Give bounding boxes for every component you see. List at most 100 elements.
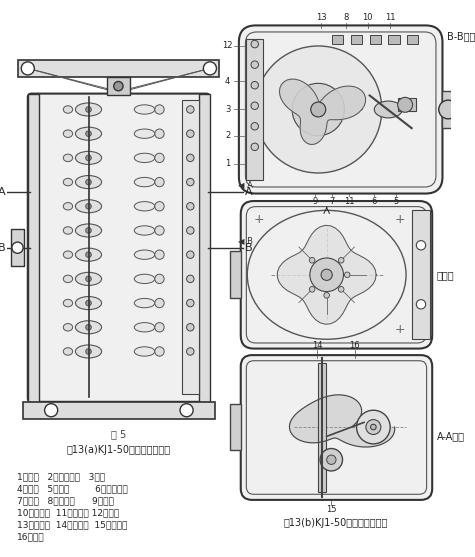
- FancyBboxPatch shape: [241, 201, 432, 349]
- Circle shape: [86, 349, 91, 354]
- Ellipse shape: [63, 203, 73, 210]
- Bar: [412, 211, 430, 339]
- Circle shape: [357, 410, 390, 444]
- Text: 12: 12: [222, 41, 233, 51]
- Circle shape: [187, 324, 194, 331]
- Circle shape: [12, 242, 23, 253]
- Circle shape: [251, 123, 258, 130]
- Circle shape: [324, 292, 330, 298]
- Text: A: A: [0, 187, 5, 197]
- Ellipse shape: [134, 226, 155, 235]
- Polygon shape: [277, 226, 376, 324]
- Text: ◀ B: ◀ B: [238, 236, 253, 245]
- Circle shape: [370, 424, 376, 430]
- Text: 14: 14: [312, 341, 323, 350]
- Circle shape: [416, 300, 426, 309]
- Text: A: A: [245, 187, 253, 197]
- Ellipse shape: [134, 299, 155, 308]
- Circle shape: [344, 272, 350, 277]
- Bar: [11, 229, 24, 266]
- Circle shape: [338, 257, 344, 263]
- Circle shape: [155, 153, 164, 163]
- Ellipse shape: [63, 154, 73, 162]
- Bar: [407, 35, 418, 44]
- Polygon shape: [289, 395, 395, 447]
- Text: 10、静触头  11、接线头 12、小轴: 10、静触头 11、接线头 12、小轴: [17, 509, 119, 517]
- Circle shape: [86, 228, 91, 233]
- Circle shape: [187, 227, 194, 234]
- Ellipse shape: [63, 227, 73, 234]
- Circle shape: [86, 325, 91, 330]
- Text: 8: 8: [343, 13, 349, 22]
- Circle shape: [187, 203, 194, 210]
- Circle shape: [251, 81, 258, 89]
- Ellipse shape: [134, 274, 155, 284]
- Text: 7: 7: [330, 197, 335, 206]
- Bar: [443, 91, 454, 128]
- Text: 4、凸轮   5、角铁         6、绝缘支架: 4、凸轮 5、角铁 6、绝缘支架: [17, 484, 127, 493]
- Circle shape: [309, 257, 315, 263]
- Circle shape: [187, 275, 194, 282]
- Text: 11: 11: [385, 13, 395, 22]
- Circle shape: [155, 226, 164, 235]
- Text: 图13(a)KJ1-50型控制器概览图: 图13(a)KJ1-50型控制器概览图: [66, 446, 171, 456]
- Text: ◀ A: ◀ A: [238, 180, 253, 189]
- Text: 10: 10: [362, 13, 373, 22]
- Bar: [318, 363, 326, 492]
- Circle shape: [86, 107, 91, 113]
- Bar: [398, 98, 416, 111]
- Circle shape: [366, 419, 381, 434]
- Circle shape: [86, 155, 91, 160]
- Circle shape: [45, 404, 57, 417]
- Text: 6: 6: [371, 197, 377, 206]
- Ellipse shape: [134, 347, 155, 356]
- Ellipse shape: [76, 127, 102, 140]
- Text: B: B: [0, 243, 5, 253]
- Ellipse shape: [134, 178, 155, 187]
- Circle shape: [86, 179, 91, 185]
- FancyBboxPatch shape: [239, 26, 443, 193]
- Circle shape: [155, 299, 164, 308]
- Text: +: +: [394, 213, 405, 226]
- Circle shape: [86, 300, 91, 306]
- Ellipse shape: [63, 299, 73, 307]
- Text: 2: 2: [225, 131, 230, 140]
- Bar: [182, 100, 199, 394]
- Text: 4: 4: [225, 77, 230, 86]
- Circle shape: [155, 323, 164, 332]
- Circle shape: [155, 129, 164, 138]
- Circle shape: [155, 105, 164, 114]
- Circle shape: [255, 46, 382, 173]
- Bar: [19, 60, 219, 77]
- Circle shape: [292, 84, 344, 136]
- Circle shape: [187, 178, 194, 186]
- Circle shape: [251, 143, 258, 150]
- Circle shape: [327, 455, 336, 465]
- Circle shape: [321, 269, 332, 280]
- Ellipse shape: [63, 251, 73, 258]
- Ellipse shape: [134, 323, 155, 332]
- Circle shape: [21, 62, 34, 75]
- Circle shape: [180, 404, 193, 417]
- Bar: [199, 94, 210, 402]
- Ellipse shape: [374, 101, 402, 118]
- Ellipse shape: [134, 105, 155, 114]
- Circle shape: [187, 154, 194, 162]
- Circle shape: [155, 178, 164, 187]
- Ellipse shape: [76, 345, 102, 358]
- Circle shape: [338, 286, 344, 292]
- Text: 15: 15: [326, 505, 337, 514]
- Circle shape: [86, 276, 91, 282]
- Text: A-A剖视: A-A剖视: [437, 431, 465, 441]
- Circle shape: [114, 81, 123, 91]
- Circle shape: [309, 286, 315, 292]
- Ellipse shape: [76, 200, 102, 213]
- Circle shape: [251, 102, 258, 110]
- Circle shape: [251, 61, 258, 69]
- Bar: [351, 35, 362, 44]
- Ellipse shape: [134, 202, 155, 211]
- Ellipse shape: [63, 324, 73, 331]
- Text: 1、机壳   2、凸轮元件   3、轴: 1、机壳 2、凸轮元件 3、轴: [17, 472, 104, 481]
- Text: 11: 11: [344, 197, 354, 206]
- Circle shape: [155, 202, 164, 211]
